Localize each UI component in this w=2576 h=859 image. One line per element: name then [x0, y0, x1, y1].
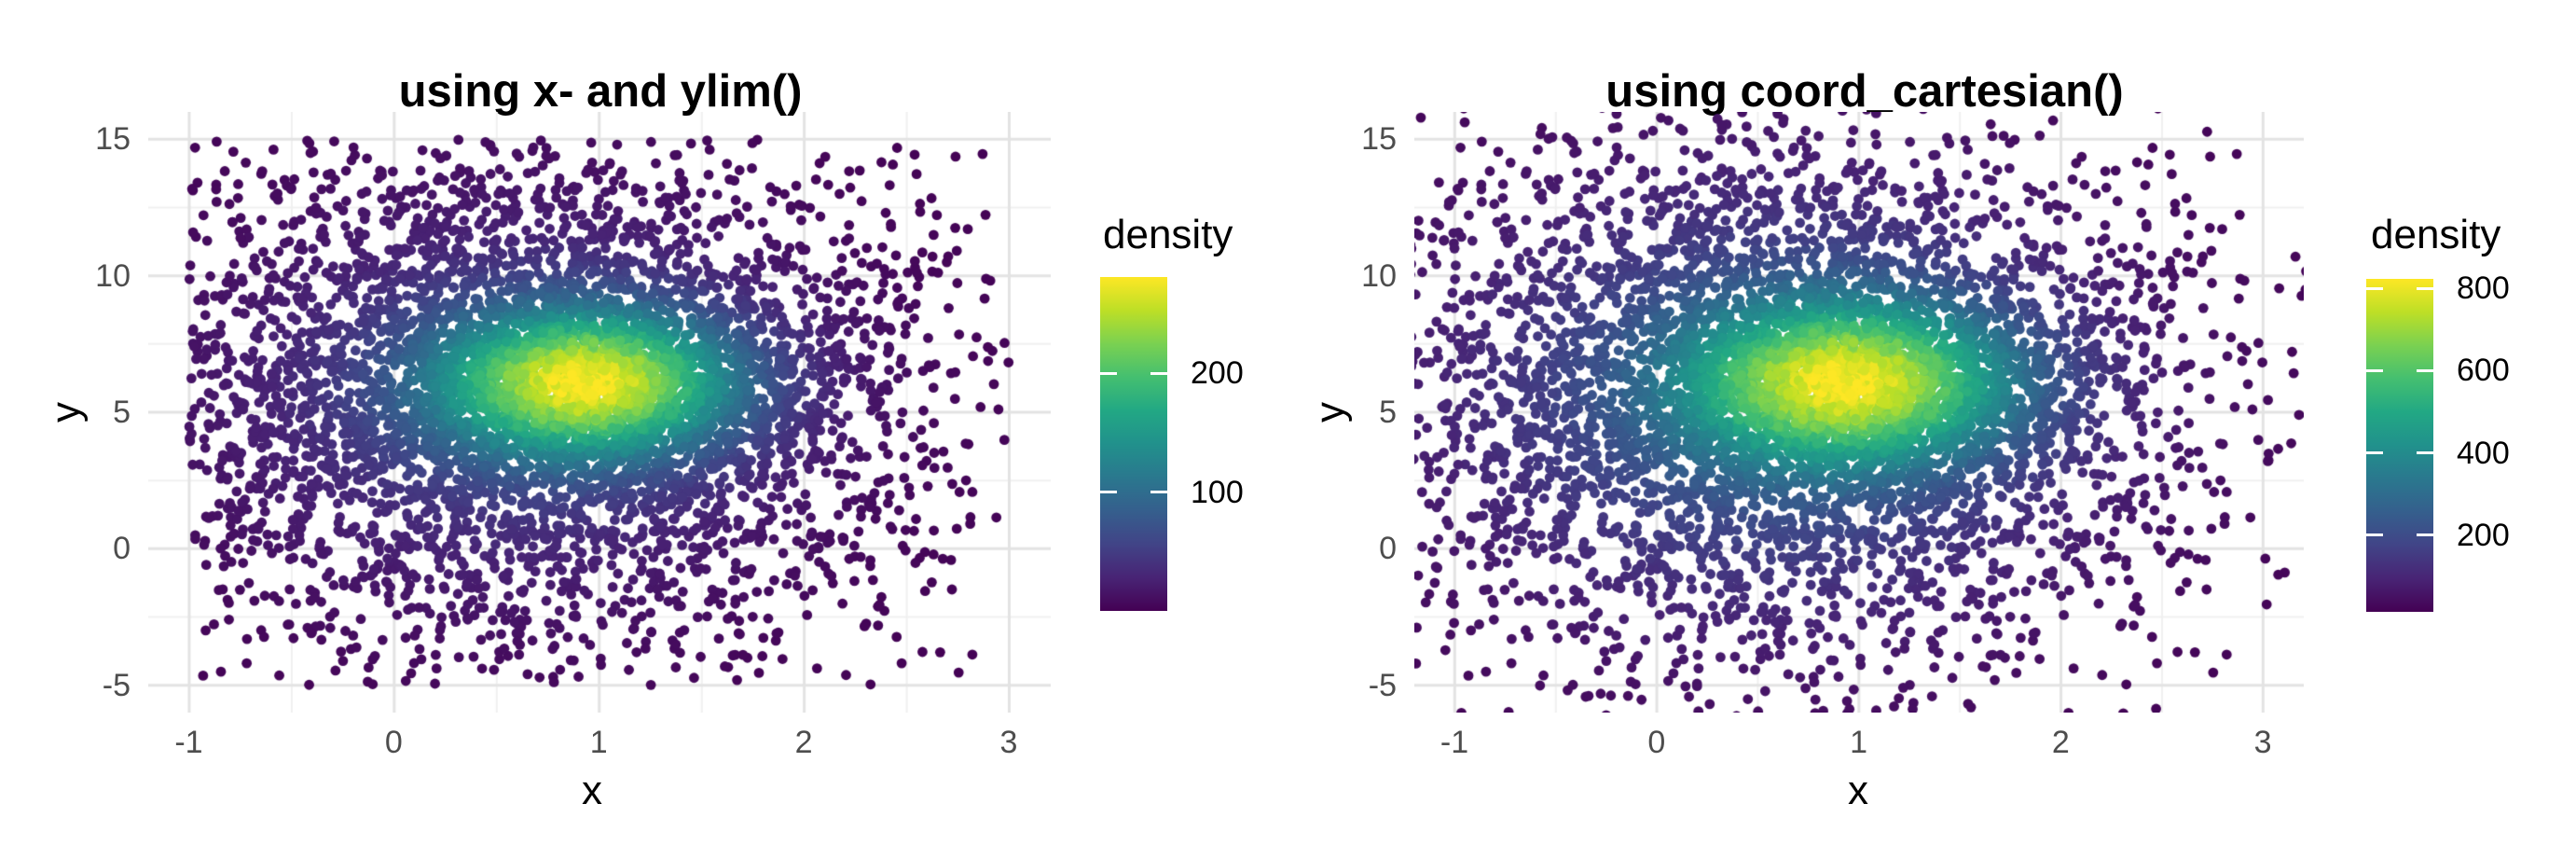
- y-tick-label: -5: [102, 667, 131, 703]
- y-tick-label: 5: [1379, 395, 1397, 430]
- legend-tick-label: 600: [2457, 353, 2510, 389]
- legend-colorbar-tick: [2366, 286, 2383, 290]
- x-tick-label: 1: [1850, 725, 1868, 760]
- legend-colorbar-tick: [2417, 451, 2433, 455]
- x-axis-title: x: [1848, 768, 1868, 813]
- legend-colorbar-tick: [1100, 371, 1117, 375]
- legend-tick-label: 100: [1191, 474, 1244, 510]
- x-axis-title: x: [582, 768, 602, 813]
- legend-colorbar-tick: [2366, 368, 2383, 372]
- scatter-plot-canvas: [1413, 112, 2304, 713]
- scatter-plot-canvas: [147, 112, 1051, 713]
- y-axis-title: y: [1307, 402, 1353, 423]
- x-tick-label: 1: [589, 725, 608, 760]
- x-tick-label: 2: [2051, 725, 2070, 760]
- x-tick-label: 3: [2253, 725, 2272, 760]
- legend-colorbar-tick: [2366, 451, 2383, 455]
- plot-title: using coord_cartesian(): [1605, 65, 2124, 117]
- legend-colorbar-tick: [2417, 368, 2433, 372]
- legend-tick-label: 200: [2457, 517, 2510, 553]
- x-tick-label: 2: [794, 725, 813, 760]
- x-tick-label: -1: [174, 725, 203, 760]
- x-tick-label: 3: [999, 725, 1018, 760]
- legend-colorbar-tick: [2417, 533, 2433, 537]
- x-tick-label: 0: [1647, 725, 1666, 760]
- y-tick-label: 10: [95, 257, 131, 294]
- legend-colorbar: [2366, 279, 2433, 612]
- legend-title: density: [2371, 212, 2501, 257]
- y-tick-label: 0: [1379, 531, 1397, 567]
- legend-tick-label: 400: [2457, 435, 2510, 471]
- legend-tick-label: 800: [2457, 270, 2510, 307]
- legend-tick-label: 200: [1191, 355, 1244, 392]
- y-tick-label: 15: [1361, 121, 1397, 158]
- y-tick-label: -5: [1368, 667, 1397, 703]
- legend-colorbar: [1100, 277, 1167, 611]
- legend-colorbar-tick: [1150, 491, 1167, 494]
- x-tick-label: 0: [384, 725, 403, 760]
- plot-title: using x- and ylim(): [398, 65, 803, 117]
- x-tick-label: -1: [1440, 725, 1469, 760]
- y-tick-label: 10: [1361, 257, 1397, 294]
- y-tick-label: 15: [95, 121, 131, 158]
- legend-colorbar-tick: [2417, 286, 2433, 290]
- legend-title: density: [1103, 212, 1233, 257]
- legend-colorbar-tick: [2366, 533, 2383, 537]
- y-axis-title: y: [43, 402, 89, 423]
- legend-colorbar-tick: [1150, 371, 1167, 375]
- y-tick-label: 0: [113, 531, 131, 567]
- legend-colorbar-tick: [1100, 491, 1117, 494]
- y-tick-label: 5: [113, 395, 131, 430]
